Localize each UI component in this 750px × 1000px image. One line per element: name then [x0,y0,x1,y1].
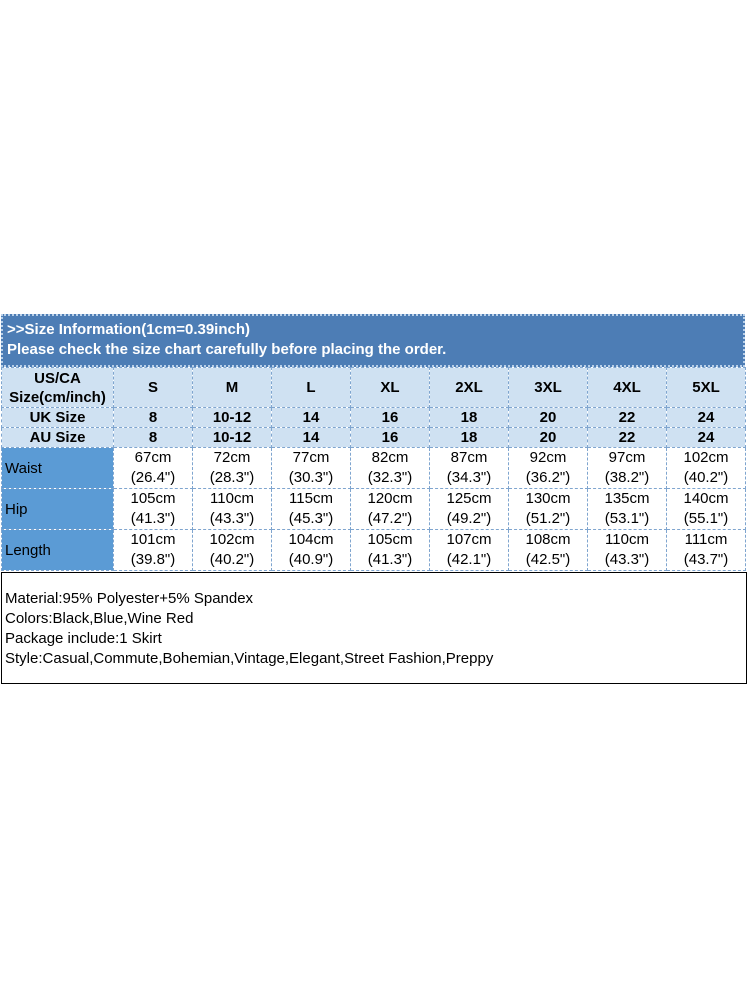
au-size-cell: 22 [587,427,667,448]
au-size-cell: 10-12 [192,427,272,448]
length-cell: 107cm (42.1") [429,529,509,571]
au-size-cell: 16 [350,427,430,448]
au-size-cell: 18 [429,427,509,448]
au-size-cell: 8 [113,427,193,448]
length-row: Length 101cm (39.8") 102cm (40.2") 104cm (4… [1,529,746,571]
hip-row: Hip 105cm (41.3") 110cm (43.3") 115cm (45.3… [1,488,746,530]
product-details-box: Material:95% Polyester+5% Spandex Colors… [1,572,747,684]
hip-cell: 105cm (41.3") [113,488,193,530]
corner-label-line1: US/CA [34,369,81,387]
detail-line-package: Package include:1 Skirt [5,630,162,647]
column-header-5xl: 5XL [666,367,746,408]
hip-cell: 115cm (45.3") [271,488,351,530]
waist-row-label: Waist [1,447,114,489]
hip-row-label: Hip [1,488,114,530]
column-header-l: L [271,367,351,408]
column-header-xl: XL [350,367,430,408]
uk-size-cell: 8 [113,407,193,428]
hip-cell: 110cm (43.3") [192,488,272,530]
uk-size-cell: 24 [666,407,746,428]
size-info-banner: >>Size Information(1cm=0.39inch) Please … [1,314,745,367]
hip-cell: 120cm (47.2") [350,488,430,530]
length-cell: 110cm (43.3") [587,529,667,571]
hip-cell: 130cm (51.2") [508,488,588,530]
waist-cell: 67cm (26.4") [113,447,193,489]
length-cell: 101cm (39.8") [113,529,193,571]
banner-subtitle: Please check the size chart carefully be… [7,341,447,358]
uk-size-cell: 14 [271,407,351,428]
column-header-4xl: 4XL [587,367,667,408]
waist-cell: 102cm (40.2") [666,447,746,489]
corner-label-line2: Size(cm/inch) [9,388,106,406]
uk-size-cell: 18 [429,407,509,428]
corner-header-cell: US/CA Size(cm/inch) [1,367,114,408]
detail-line-colors: Colors:Black,Blue,Wine Red [5,610,194,627]
banner-title: >>Size Information(1cm=0.39inch) [7,321,250,338]
waist-cell: 87cm (34.3") [429,447,509,489]
header-row: US/CA Size(cm/inch) S M L XL 2XL 3XL 4XL… [1,367,746,408]
detail-line-material: Material:95% Polyester+5% Spandex [5,590,254,607]
length-cell: 104cm (40.9") [271,529,351,571]
uk-size-cell: 10-12 [192,407,272,428]
au-size-row: AU Size 8 10-12 14 16 18 20 22 24 [1,427,746,448]
length-cell: 105cm (41.3") [350,529,430,571]
waist-cell: 82cm (32.3") [350,447,430,489]
length-cell: 111cm (43.7") [666,529,746,571]
detail-line-style: Style:Casual,Commute,Bohemian,Vintage,El… [5,650,494,667]
column-header-2xl: 2XL [429,367,509,408]
waist-cell: 77cm (30.3") [271,447,351,489]
waist-cell: 92cm (36.2") [508,447,588,489]
waist-cell: 72cm (28.3") [192,447,272,489]
hip-cell: 140cm (55.1") [666,488,746,530]
column-header-m: M [192,367,272,408]
au-size-cell: 20 [508,427,588,448]
size-chart-table: US/CA Size(cm/inch) S M L XL 2XL 3XL 4XL… [1,367,746,571]
uk-size-cell: 16 [350,407,430,428]
au-size-row-label: AU Size [1,427,114,448]
waist-row: Waist 67cm (26.4") 72cm (28.3") 77cm (30.3"… [1,447,746,489]
uk-size-row-label: UK Size [1,407,114,428]
column-header-s: S [113,367,193,408]
au-size-cell: 14 [271,427,351,448]
length-row-label: Length [1,529,114,571]
uk-size-row: UK Size 8 10-12 14 16 18 20 22 24 [1,407,746,428]
column-header-3xl: 3XL [508,367,588,408]
au-size-cell: 24 [666,427,746,448]
uk-size-cell: 22 [587,407,667,428]
hip-cell: 135cm (53.1") [587,488,667,530]
waist-cell: 97cm (38.2") [587,447,667,489]
length-cell: 102cm (40.2") [192,529,272,571]
length-cell: 108cm (42.5") [508,529,588,571]
uk-size-cell: 20 [508,407,588,428]
hip-cell: 125cm (49.2") [429,488,509,530]
